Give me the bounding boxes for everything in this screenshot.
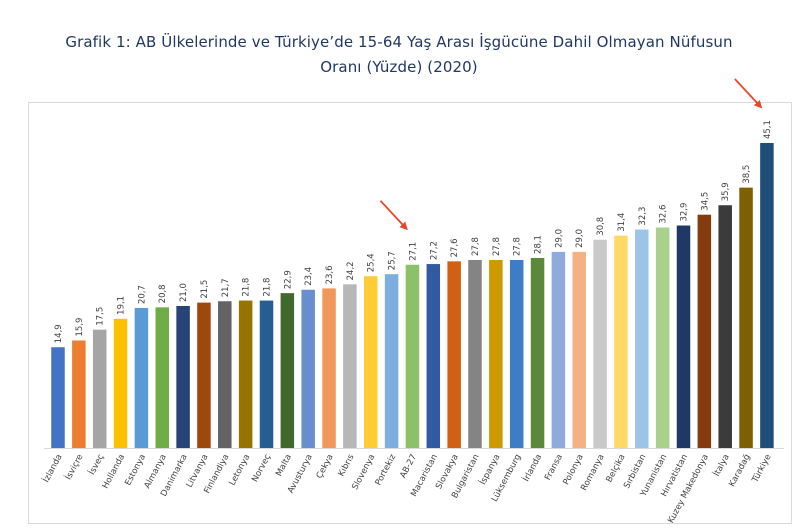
x-tick-label: İtalya [711, 452, 732, 478]
data-label: 21,5 [200, 280, 210, 299]
bar [655, 227, 670, 448]
bar [176, 305, 190, 448]
data-label: 21,8 [242, 278, 252, 297]
bar [343, 284, 357, 448]
data-label: 23,4 [304, 267, 314, 286]
bar [301, 289, 315, 448]
bar [51, 347, 65, 448]
data-label: 27,6 [450, 238, 460, 257]
data-label: 28,1 [534, 235, 544, 254]
chart-frame [28, 102, 792, 524]
data-label: 35,9 [721, 182, 731, 201]
data-label: 14,9 [54, 324, 64, 343]
x-tick-label: Belçika [604, 453, 627, 485]
bar [322, 288, 336, 448]
bar [218, 301, 232, 448]
bar [259, 300, 274, 448]
bar [280, 293, 295, 448]
data-label: 45,1 [763, 120, 773, 139]
data-label: 29,0 [575, 229, 585, 248]
data-label: 32,9 [680, 203, 690, 222]
x-tick-label: İsviçre [63, 452, 86, 481]
x-tick-label: AB-27 [398, 453, 419, 480]
data-label: 30,8 [596, 217, 606, 236]
bar [238, 300, 253, 448]
data-label: 32,3 [638, 207, 648, 226]
bar [405, 264, 420, 448]
bar [384, 274, 399, 448]
bar [509, 260, 524, 448]
bar [676, 225, 691, 448]
bar [364, 276, 378, 448]
data-label: 29,0 [554, 229, 564, 248]
bar [489, 260, 503, 448]
data-label: 38,5 [742, 165, 752, 184]
data-label: 27,8 [492, 237, 502, 256]
bar [760, 143, 774, 448]
x-tick-label: Fransa [543, 453, 565, 482]
x-tick-label: İsveç [86, 452, 106, 477]
data-label: 27,8 [513, 237, 523, 256]
highlight-arrow [734, 78, 763, 109]
data-label: 32,6 [659, 205, 669, 224]
data-label: 27,8 [471, 237, 481, 256]
bar [530, 257, 545, 448]
data-label: 21,8 [263, 278, 273, 297]
bar [635, 229, 649, 448]
bar [92, 329, 107, 448]
bar [697, 214, 712, 448]
x-tick-label: Kıbrıs [337, 452, 357, 478]
data-label: 20,8 [158, 284, 168, 303]
bar [718, 205, 732, 448]
x-tick-label: Malta [274, 453, 294, 478]
data-label: 19,1 [117, 296, 127, 315]
data-label: 25,4 [367, 253, 377, 272]
data-label: 17,5 [96, 307, 106, 326]
bar [551, 251, 566, 448]
data-label: 25,7 [388, 251, 398, 270]
x-tick-label: İrlanda [521, 452, 545, 483]
chart-title-line-2: Oranı (Yüzde) (2020) [320, 58, 478, 76]
highlight-arrow [379, 200, 408, 231]
x-tick-label: Norveç [250, 452, 273, 483]
bar [468, 260, 482, 448]
x-tick-label: İzlanda [41, 452, 65, 484]
chart-title: Grafik 1: AB Ülkelerinde ve Türkiye’de 1… [0, 30, 798, 80]
data-label: 31,4 [617, 213, 627, 232]
bar [113, 318, 128, 448]
bar [447, 261, 461, 448]
bar [155, 307, 169, 448]
data-label: 21,7 [221, 278, 231, 297]
data-label: 23,6 [325, 265, 335, 284]
x-tick-label: Çekya [315, 453, 336, 481]
bar [614, 235, 628, 448]
data-label: 22,9 [283, 270, 293, 289]
data-label: 27,2 [429, 241, 439, 260]
bar [426, 264, 441, 448]
bar [197, 302, 211, 448]
x-tick-label: Türkiye [750, 453, 774, 485]
data-label: 21,0 [179, 283, 189, 302]
data-label: 15,9 [75, 318, 85, 337]
x-tick-label: Letonya [228, 453, 253, 488]
chart-title-line-1: Grafik 1: AB Ülkelerinde ve Türkiye’de 1… [65, 33, 733, 51]
bar [134, 308, 149, 448]
data-label: 27,1 [408, 242, 418, 261]
data-label: 20,7 [137, 285, 147, 304]
bar [739, 187, 753, 448]
bar [572, 251, 586, 448]
data-label: 24,2 [346, 261, 356, 280]
bar [72, 340, 86, 448]
bar [593, 239, 607, 448]
data-label: 34,5 [700, 192, 710, 211]
